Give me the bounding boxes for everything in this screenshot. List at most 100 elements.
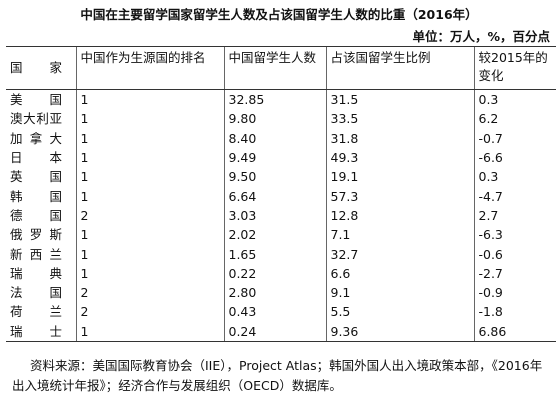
country-name: 瑞典 xyxy=(10,265,62,281)
cell-value: 1 xyxy=(80,150,89,166)
cell-value: -0.6 xyxy=(478,246,503,262)
table-cell: 1 xyxy=(75,147,224,168)
table-cell: 32.85 xyxy=(223,89,326,110)
table: 国家 中国作为生源国的排名 中国留学生人数 占该国留学生比例 较2015年的变化 美国 1… xyxy=(6,46,556,342)
table-cell: 1 xyxy=(75,244,224,264)
table-cell: 日本 xyxy=(6,148,76,167)
country-name: 新西兰 xyxy=(10,246,62,262)
table-cell: 6.2 xyxy=(473,109,556,129)
unit: 单位：万人，%，百分点 xyxy=(412,29,550,44)
table-cell: 2.7 xyxy=(473,205,556,226)
cell-value: 2 xyxy=(80,285,89,301)
table-cell: 1 xyxy=(75,167,224,187)
table-cell: 9.36 xyxy=(325,321,474,342)
cell-value: -6.6 xyxy=(478,150,503,166)
table-cell: 12.8 xyxy=(325,205,474,226)
table-cell: 新西兰 xyxy=(6,244,76,263)
table-cell: 韩国 xyxy=(6,186,76,205)
cell-value: 9.1 xyxy=(330,285,351,301)
cell-value: 32.7 xyxy=(330,246,359,262)
table-cell: 法国 xyxy=(6,283,76,302)
cell-value: 1.65 xyxy=(228,246,257,262)
cell-value: 0.22 xyxy=(228,265,257,281)
country-name: 法国 xyxy=(10,285,62,301)
table-cell: 荷兰 xyxy=(6,302,76,321)
table-cell: 英国 xyxy=(6,167,76,186)
table-cell: 32.7 xyxy=(325,244,474,264)
column-header: 中国留学生人数 xyxy=(223,46,326,90)
cell-value: 0.43 xyxy=(228,304,257,320)
cell-value: 1 xyxy=(80,111,89,127)
cell-value: -0.7 xyxy=(478,130,503,146)
cell-value: 1 xyxy=(80,130,89,146)
cell-value: 0.3 xyxy=(478,92,499,108)
cell-value: 6.6 xyxy=(330,265,351,281)
cell-value: 2.02 xyxy=(228,227,257,243)
cell-value: -6.3 xyxy=(478,227,503,243)
table-cell: 1 xyxy=(75,321,224,342)
table-cell: 0.24 xyxy=(223,321,326,342)
cell-value: 9.80 xyxy=(228,111,257,127)
table-cell: 2.02 xyxy=(223,225,326,245)
column-header: 占该国留学生比例 xyxy=(325,46,474,90)
table-cell: 1 xyxy=(75,89,224,110)
column-header: 国家 xyxy=(6,46,76,90)
cell-value: 12.8 xyxy=(330,207,359,223)
country-name: 加拿大 xyxy=(10,130,62,146)
table-cell: 49.3 xyxy=(325,147,474,168)
table-cell: 19.1 xyxy=(325,167,474,187)
cell-value: 9.49 xyxy=(228,150,257,166)
cell-value: 1 xyxy=(80,227,89,243)
table-cell: 1 xyxy=(75,109,224,129)
table-row: 英国 1 9.50 19.1 0.3 xyxy=(6,167,556,187)
cell-value: 9.50 xyxy=(228,169,257,185)
table-cell: 2 xyxy=(75,302,224,322)
table-cell: 7.1 xyxy=(325,225,474,245)
cell-value: 1 xyxy=(80,323,89,339)
table-cell: 3.03 xyxy=(223,205,326,226)
table-cell: 9.1 xyxy=(325,282,474,303)
table-row: 俄罗斯 1 2.02 7.1 -6.3 xyxy=(6,225,556,245)
source-note: 资料来源：美国国际教育协会（IIE），Project Atlas；韩国外国人出入… xyxy=(12,358,543,393)
cell-value: 19.1 xyxy=(330,169,359,185)
table-cell: 6.64 xyxy=(223,186,326,206)
table-cell: 1 xyxy=(75,128,224,148)
table-cell: 瑞士 xyxy=(6,321,76,342)
table-cell: 2 xyxy=(75,205,224,226)
table-cell: -4.7 xyxy=(473,186,556,206)
table-cell: 澳大利亚 xyxy=(6,109,76,128)
cell-value: 1 xyxy=(80,169,89,185)
table-cell: 33.5 xyxy=(325,109,474,129)
cell-value: 57.3 xyxy=(330,188,359,204)
column-header-text: 较2015年的变化 xyxy=(478,50,548,83)
country-name: 英国 xyxy=(10,169,62,185)
cell-value: 1 xyxy=(80,265,89,281)
table-cell: 6.6 xyxy=(325,263,474,283)
cell-value: 0.3 xyxy=(478,169,499,185)
country-name: 澳大利亚 xyxy=(10,111,62,127)
column-header-text: 国家 xyxy=(10,60,62,75)
table-row: 韩国 1 6.64 57.3 -4.7 xyxy=(6,186,556,206)
table-cell: 31.8 xyxy=(325,128,474,148)
cell-value: 3.03 xyxy=(228,207,257,223)
column-header: 较2015年的变化 xyxy=(473,46,556,90)
cell-value: 5.5 xyxy=(330,304,351,320)
country-name: 瑞士 xyxy=(10,323,62,339)
table-cell: 1 xyxy=(75,186,224,206)
table-cell: 1.65 xyxy=(223,244,326,264)
table-cell: 2.80 xyxy=(223,282,326,303)
country-name: 俄罗斯 xyxy=(10,227,62,243)
table-cell: -1.8 xyxy=(473,302,556,322)
table-cell: 9.50 xyxy=(223,167,326,187)
cell-value: -1.8 xyxy=(478,304,503,320)
table-row: 瑞士 1 0.24 9.36 6.86 xyxy=(6,321,556,342)
table-row: 美国 1 32.85 31.5 0.3 xyxy=(6,89,556,110)
table-cell: -6.6 xyxy=(473,147,556,168)
table-cell: 0.3 xyxy=(473,89,556,110)
cell-value: 9.36 xyxy=(330,323,359,339)
table-cell: 0.43 xyxy=(223,302,326,322)
country-name: 德国 xyxy=(10,207,62,223)
cell-value: 6.64 xyxy=(228,188,257,204)
table-cell: -0.7 xyxy=(473,128,556,148)
